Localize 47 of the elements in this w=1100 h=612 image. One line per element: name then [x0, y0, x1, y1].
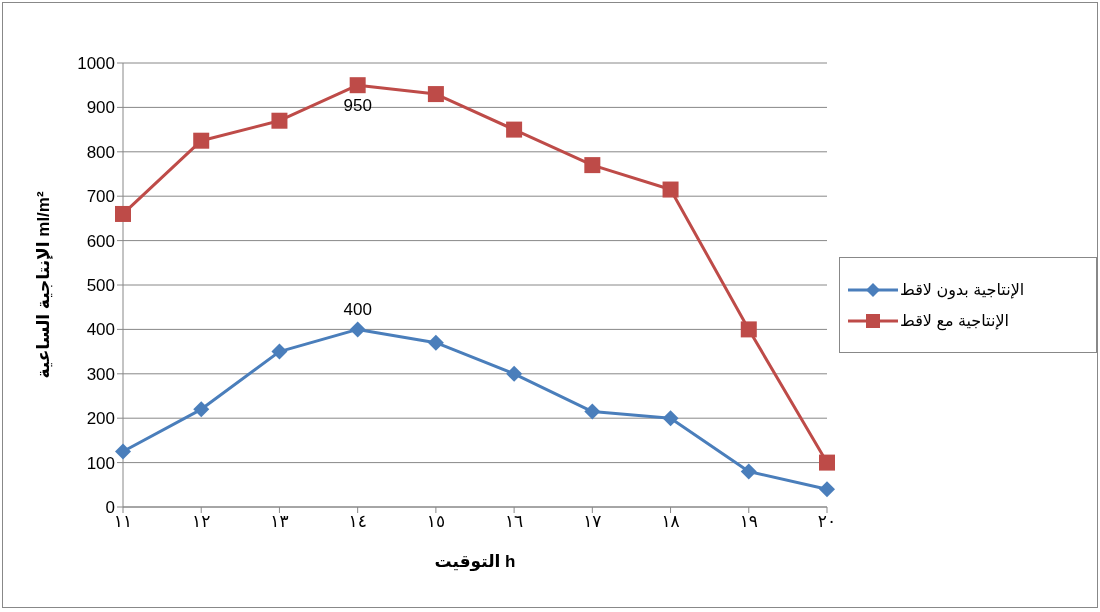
y-tick-label: 700	[86, 187, 115, 207]
point	[662, 410, 679, 427]
point	[584, 403, 601, 420]
x-tick-label: ١٩	[739, 512, 758, 532]
x-tick-label: ١٢	[192, 512, 211, 532]
point	[349, 77, 366, 94]
point	[115, 443, 131, 460]
point	[427, 334, 444, 351]
y-tick-label: 800	[86, 142, 115, 162]
x-tick-label: ١٨	[661, 512, 680, 532]
y-tick-label: 100	[86, 453, 115, 473]
point	[506, 121, 523, 138]
legend-label: الإنتاجية مع لاقط	[900, 311, 1009, 330]
point	[427, 86, 444, 103]
point	[584, 157, 601, 174]
point	[271, 112, 288, 129]
y-tick-label: 300	[86, 364, 115, 384]
y-tick-label: 0	[105, 498, 115, 518]
x-tick-label: ١٦	[504, 512, 524, 532]
x-tick-label: ١١	[113, 512, 133, 532]
x-tick-label: ١٥	[426, 512, 446, 532]
point	[662, 181, 679, 198]
y-tick-label: 600	[86, 231, 115, 251]
point	[819, 481, 835, 498]
x-axis-title: التوقيت h	[434, 552, 516, 572]
y-tick-label: 500	[86, 276, 115, 296]
y-axis-title: الإنتاجية الساعية ml/m²	[34, 191, 54, 379]
y-tick-label: 200	[86, 409, 115, 429]
annotation: 950	[343, 96, 372, 116]
x-tick-label: ١٧	[583, 512, 602, 532]
x-tick-label: ١٣	[270, 512, 289, 532]
point	[349, 321, 366, 338]
y-tick-label: 1000	[77, 54, 115, 74]
point	[193, 132, 210, 149]
point	[193, 401, 210, 418]
x-tick-label: ٢٠	[817, 512, 837, 532]
annotation: 400	[343, 300, 372, 320]
legend-label: الإنتاجية بدون لاقط	[900, 280, 1025, 299]
point	[271, 343, 288, 360]
y-tick-label: 400	[86, 320, 115, 340]
point	[819, 454, 835, 471]
point	[115, 205, 131, 222]
point	[506, 365, 523, 382]
point	[740, 321, 757, 338]
point	[740, 463, 757, 480]
y-tick-label: 900	[86, 98, 115, 118]
x-tick-label: ١٤	[348, 512, 367, 532]
